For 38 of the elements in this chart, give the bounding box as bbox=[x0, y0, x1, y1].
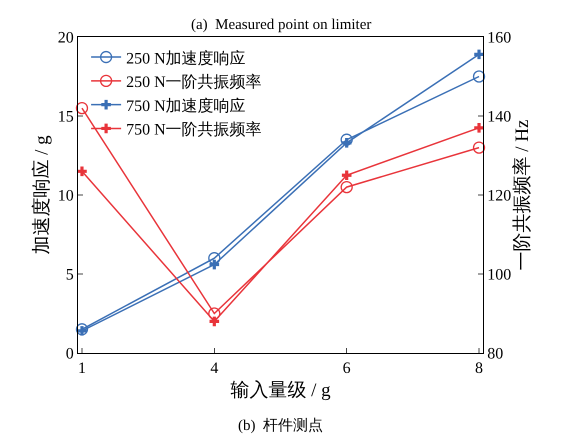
y-tick-label: 15 bbox=[58, 108, 74, 126]
point bbox=[474, 123, 484, 133]
point bbox=[474, 50, 484, 60]
x-axis-title: 输入量级 / g bbox=[230, 380, 332, 401]
y-tick-label: 0 bbox=[66, 346, 74, 363]
legend-label: 750 N一阶共振频率 bbox=[126, 120, 262, 139]
y-tick-label: 10 bbox=[58, 188, 74, 205]
point bbox=[472, 70, 486, 83]
y2-tick-label: 160 bbox=[487, 30, 512, 47]
text: (b) 杆件测点 bbox=[238, 417, 323, 434]
y2-tick-label: 140 bbox=[487, 108, 512, 126]
y2-tick-label: 80 bbox=[487, 346, 504, 363]
point bbox=[210, 260, 220, 270]
legend-label: 250 N加速度响应 bbox=[126, 49, 246, 68]
y-tick-label: 20 bbox=[58, 30, 74, 47]
x-tick-label: 4 bbox=[210, 360, 218, 378]
point bbox=[76, 102, 88, 114]
x-tick-label: 6 bbox=[342, 360, 351, 378]
x-tick-label: 8 bbox=[475, 360, 484, 378]
point bbox=[76, 323, 88, 336]
point bbox=[77, 166, 87, 176]
point bbox=[340, 134, 353, 146]
point bbox=[472, 141, 486, 154]
y-tick-label: 5 bbox=[66, 266, 74, 284]
legend-label: 750 N加速度响应 bbox=[126, 96, 246, 115]
point bbox=[208, 252, 220, 264]
point bbox=[340, 180, 353, 194]
y2-tick-label: 100 bbox=[487, 266, 512, 284]
point bbox=[77, 326, 87, 336]
y2-axis-title: 一阶共振频率 / Hz bbox=[511, 120, 534, 270]
point bbox=[342, 138, 352, 148]
y-axis-title: 加速度响应 / g bbox=[30, 134, 53, 255]
point bbox=[342, 170, 352, 180]
point bbox=[210, 316, 220, 326]
legend-label: 250 N一阶共振频率 bbox=[126, 73, 262, 92]
y2-tick-label: 120 bbox=[487, 188, 512, 205]
text: (a) Measured point on limiter bbox=[191, 17, 372, 33]
x-tick-label: 1 bbox=[78, 360, 86, 378]
